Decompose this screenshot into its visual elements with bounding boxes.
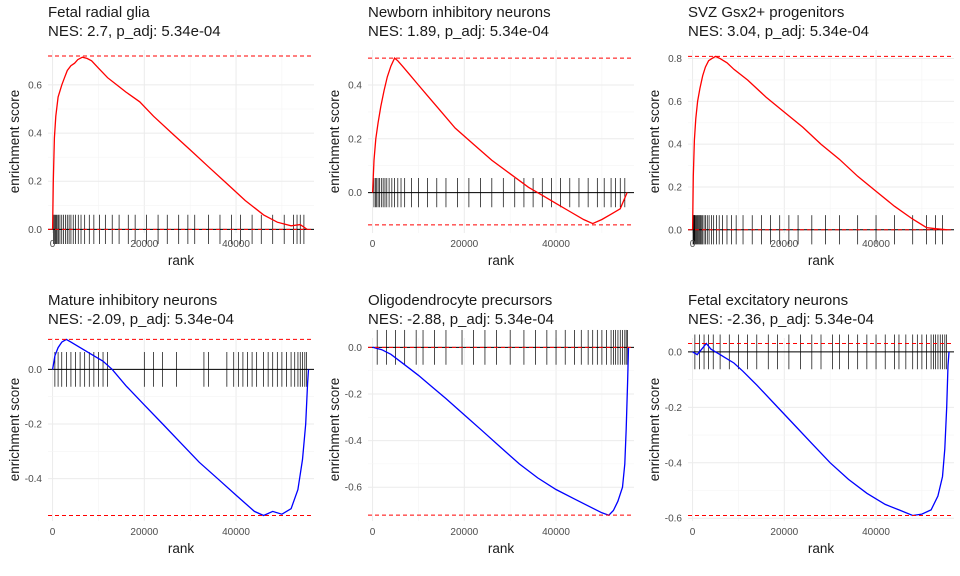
enrichment-curve xyxy=(51,338,310,517)
panel-title-text: SVZ Gsx2+ progenitors xyxy=(688,4,845,21)
panel-subtitle-text: NES: -2.88, p_adj: 5.34e-04 xyxy=(368,311,554,328)
x-tick-label: 20000 xyxy=(770,527,798,538)
y-tick-label: 0.2 xyxy=(348,134,362,145)
gsea-panel-2: Newborn inhibitory neurons NES: 1.89, p_… xyxy=(320,0,640,288)
x-axis-title: rank xyxy=(808,253,835,268)
enrichment-curve xyxy=(692,342,950,517)
y-tick-label: 0.4 xyxy=(668,140,682,151)
gsea-plot-4: 0.0 -0.2 -0.4 0 20000 40000 rank enrichment sco… xyxy=(7,338,314,556)
x-tick-label: 0 xyxy=(690,239,696,250)
x-tick-label: 0 xyxy=(370,527,376,538)
x-tick-label: 20000 xyxy=(450,527,478,538)
y-tick-label: -0.2 xyxy=(25,420,43,431)
y-tick-label: -0.4 xyxy=(25,474,43,485)
y-tick-label: 0.0 xyxy=(348,188,362,199)
x-axis-title: rank xyxy=(488,253,515,268)
grid xyxy=(688,50,954,233)
x-axis-title: rank xyxy=(168,253,195,268)
gsea-panel-5: Oligodendrocyte precursors NES: -2.88, p… xyxy=(320,288,640,576)
x-tick-label: 40000 xyxy=(862,239,890,250)
panel-title: SVZ Gsx2+ progenitors NES: 3.04, p_adj: … xyxy=(688,3,869,41)
y-tick-label: 0.4 xyxy=(348,80,362,91)
y-axis-title: enrichment score xyxy=(7,378,22,482)
grid xyxy=(368,50,634,233)
y-tick-label: 0.8 xyxy=(668,54,682,65)
x-tick-label: 20000 xyxy=(450,239,478,250)
y-tick-label: 0.4 xyxy=(28,129,42,140)
x-tick-label: 20000 xyxy=(770,239,798,250)
y-tick-label: -0.2 xyxy=(345,389,363,400)
x-axis-title: rank xyxy=(168,541,195,556)
y-axis-title: enrichment score xyxy=(7,90,22,194)
gsea-plot-2: 0.0 0.2 0.4 0 20000 40000 rank enrichment score xyxy=(327,50,634,268)
x-tick-label: 40000 xyxy=(222,527,250,538)
y-axis-title: enrichment score xyxy=(647,378,662,482)
x-tick-label: 20000 xyxy=(130,527,158,538)
grid xyxy=(48,338,314,521)
y-tick-label: 0.0 xyxy=(348,343,362,354)
y-tick-label: 0.6 xyxy=(668,97,682,108)
y-tick-label: 0.0 xyxy=(668,225,682,236)
y-tick-label: -0.4 xyxy=(665,458,683,469)
y-tick-label: 0.6 xyxy=(28,80,42,91)
y-tick-label: 0.2 xyxy=(668,182,682,193)
x-tick-label: 20000 xyxy=(130,239,158,250)
y-tick-label: 0.2 xyxy=(28,177,42,188)
panel-subtitle-text: NES: -2.09, p_adj: 5.34e-04 xyxy=(48,311,234,328)
x-tick-label: 0 xyxy=(50,527,56,538)
grid xyxy=(368,338,634,521)
enrichment-curve xyxy=(691,55,948,231)
y-tick-label: -0.6 xyxy=(345,483,363,494)
x-tick-label: 40000 xyxy=(862,527,890,538)
y-axis-title: enrichment score xyxy=(647,90,662,194)
panel-title-text: Fetal excitatory neurons xyxy=(688,292,849,309)
panel-subtitle-text: NES: 1.89, p_adj: 5.34e-04 xyxy=(368,23,549,40)
y-tick-label: 0.0 xyxy=(28,225,42,236)
y-tick-label: -0.4 xyxy=(345,436,363,447)
x-tick-label: 40000 xyxy=(542,527,570,538)
panel-title: Newborn inhibitory neurons NES: 1.89, p_… xyxy=(368,3,551,41)
enrichment-curve xyxy=(371,57,628,225)
gsea-plot-5: 0.0 -0.2 -0.4 -0.6 0 20000 40000 rank enrichment… xyxy=(327,329,634,556)
x-tick-label: 40000 xyxy=(222,239,250,250)
panel-subtitle-text: NES: 2.7, p_adj: 5.34e-04 xyxy=(48,23,221,40)
x-tick-label: 0 xyxy=(50,239,56,250)
panel-title: Mature inhibitory neurons NES: -2.09, p_… xyxy=(48,291,234,329)
x-axis-title: rank xyxy=(488,541,515,556)
y-tick-label: -0.2 xyxy=(665,403,683,414)
y-tick-label: 0.0 xyxy=(28,365,42,376)
panel-subtitle-text: NES: -2.36, p_adj: 5.34e-04 xyxy=(688,311,874,328)
panel-title-text: Fetal radial glia xyxy=(48,4,150,21)
panel-title: Oligodendrocyte precursors NES: -2.88, p… xyxy=(368,291,554,329)
panel-title-text: Oligodendrocyte precursors xyxy=(368,292,553,309)
y-tick-label: -0.6 xyxy=(665,514,683,525)
enrichment-curve xyxy=(51,56,308,230)
x-tick-label: 0 xyxy=(690,527,696,538)
grid xyxy=(688,338,954,521)
x-axis-title: rank xyxy=(808,541,835,556)
y-axis-title: enrichment score xyxy=(327,90,342,194)
panel-title-text: Mature inhibitory neurons xyxy=(48,292,218,309)
panel-title: Fetal excitatory neurons NES: -2.36, p_a… xyxy=(688,291,874,329)
gsea-panel-4: Mature inhibitory neurons NES: -2.09, p_… xyxy=(0,288,320,576)
gsea-panel-1: Fetal radial glia NES: 2.7, p_adj: 5.34e… xyxy=(0,0,320,288)
panel-subtitle-text: NES: 3.04, p_adj: 5.34e-04 xyxy=(688,23,869,40)
gsea-panel-6: Fetal excitatory neurons NES: -2.36, p_a… xyxy=(640,288,960,576)
enrichment-curve xyxy=(372,346,630,516)
gsea-plot-6: 0.0 -0.2 -0.4 -0.6 0 20000 40000 rank enrichment… xyxy=(647,334,954,556)
gsea-plot-3: 0.0 0.2 0.4 0.6 0.8 0 20000 40000 rank enrichment… xyxy=(647,50,954,268)
x-tick-label: 0 xyxy=(370,239,376,250)
y-axis-title: enrichment score xyxy=(327,378,342,482)
x-tick-label: 40000 xyxy=(542,239,570,250)
y-tick-label: 0.0 xyxy=(668,347,682,358)
gsea-plot-1: 0.0 0.2 0.4 0.6 0 20000 40000 rank enrichment sc… xyxy=(7,50,314,268)
panel-title: Fetal radial glia NES: 2.7, p_adj: 5.34e… xyxy=(48,3,221,41)
panel-title-text: Newborn inhibitory neurons xyxy=(368,4,551,21)
gsea-panel-3: SVZ Gsx2+ progenitors NES: 3.04, p_adj: … xyxy=(640,0,960,288)
